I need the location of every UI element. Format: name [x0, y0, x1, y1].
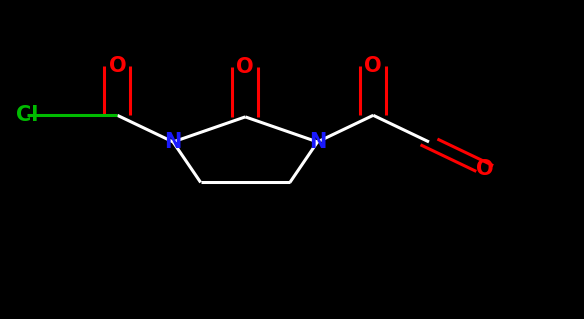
Text: O: O — [476, 159, 493, 179]
Text: O: O — [109, 56, 126, 76]
Text: O: O — [364, 56, 382, 76]
Text: O: O — [237, 57, 254, 78]
Text: N: N — [164, 132, 182, 152]
Text: Cl: Cl — [16, 105, 38, 125]
Text: N: N — [309, 132, 326, 152]
